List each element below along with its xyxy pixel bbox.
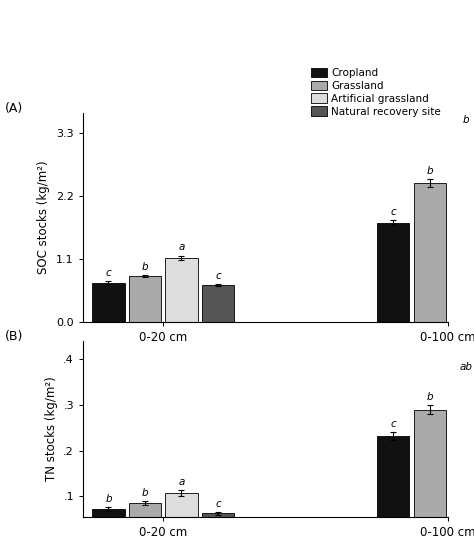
Text: c: c xyxy=(215,499,221,509)
Bar xyxy=(414,183,446,322)
Text: b: b xyxy=(105,494,112,504)
Bar xyxy=(92,283,125,322)
Text: (A): (A) xyxy=(5,102,23,115)
Bar xyxy=(92,509,125,542)
Text: b: b xyxy=(142,262,148,272)
Bar xyxy=(414,410,446,542)
Bar xyxy=(129,276,161,322)
Text: b: b xyxy=(427,392,433,402)
Bar xyxy=(165,493,198,542)
Bar xyxy=(202,513,234,542)
Bar xyxy=(165,257,198,322)
Text: b: b xyxy=(427,166,433,176)
Text: b: b xyxy=(142,488,148,498)
Bar xyxy=(129,503,161,542)
Bar xyxy=(377,436,409,542)
Bar xyxy=(450,387,474,542)
Text: ab: ab xyxy=(460,362,473,372)
Y-axis label: SOC stocks (kg/m²): SOC stocks (kg/m²) xyxy=(37,161,51,274)
Legend: Cropland, Grassland, Artificial grassland, Natural recovery site: Cropland, Grassland, Artificial grasslan… xyxy=(309,65,443,119)
Text: c: c xyxy=(106,268,111,278)
Y-axis label: TN stocks (kg/m²): TN stocks (kg/m²) xyxy=(45,377,58,481)
Bar xyxy=(377,223,409,322)
Text: c: c xyxy=(390,207,396,217)
Text: (B): (B) xyxy=(5,330,23,343)
Text: b: b xyxy=(463,115,469,125)
Text: c: c xyxy=(390,419,396,429)
Bar xyxy=(450,134,474,322)
Bar xyxy=(202,285,234,322)
Text: a: a xyxy=(178,243,185,252)
Text: c: c xyxy=(215,271,221,281)
Text: a: a xyxy=(178,477,185,487)
